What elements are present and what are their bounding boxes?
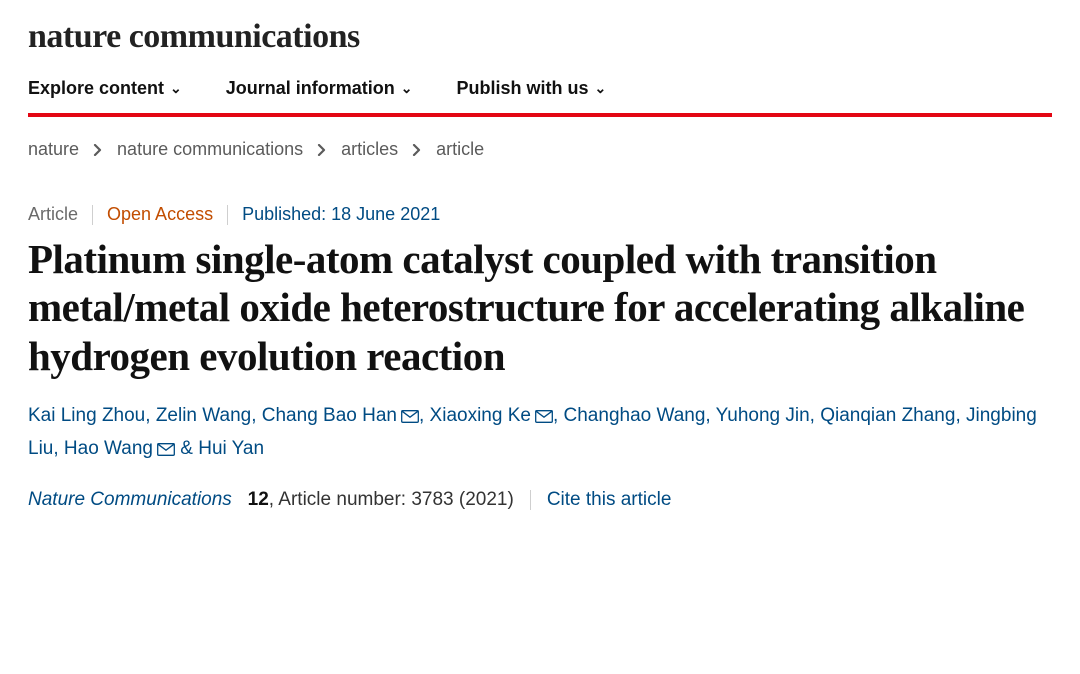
article-title: Platinum single-atom catalyst coupled wi…	[28, 235, 1052, 380]
chevron-right-icon	[317, 144, 327, 156]
mail-icon[interactable]	[535, 402, 553, 433]
cite-this-article-link[interactable]: Cite this article	[547, 489, 672, 511]
author-link[interactable]: Kai Ling Zhou	[28, 405, 145, 426]
citation-volume: 12	[248, 489, 269, 510]
breadcrumb-nature[interactable]: nature	[28, 139, 79, 160]
author-link[interactable]: Xiaoxing Ke	[430, 405, 531, 426]
chevron-down-icon: ⌄	[401, 80, 413, 97]
citation-article-number: , Article number: 3783 (2021)	[269, 489, 514, 510]
breadcrumb-journal[interactable]: nature communications	[117, 139, 303, 160]
nav-publish-with-us[interactable]: Publish with us ⌄	[457, 78, 607, 99]
article-meta: Article Open Access Published: 18 June 2…	[28, 204, 1052, 225]
author-link[interactable]: Zelin Wang	[156, 405, 251, 426]
published-date: Published: 18 June 2021	[242, 204, 440, 225]
chevron-right-icon	[93, 144, 103, 156]
nav-label: Journal information	[226, 78, 395, 99]
divider	[92, 205, 93, 225]
article-type: Article	[28, 204, 78, 225]
author-link[interactable]: Hao Wang	[64, 438, 153, 459]
divider	[227, 205, 228, 225]
author-link[interactable]: Qianqian Zhang	[820, 405, 955, 426]
chevron-down-icon: ⌄	[170, 80, 182, 97]
mail-icon[interactable]	[157, 435, 175, 466]
author-link[interactable]: Chang Bao Han	[262, 405, 397, 426]
nav-label: Publish with us	[457, 78, 589, 99]
journal-name[interactable]: nature communications	[28, 18, 1052, 56]
main-nav: Explore content ⌄ Journal information ⌄ …	[28, 78, 1052, 117]
breadcrumb-articles[interactable]: articles	[341, 139, 398, 160]
nav-journal-information[interactable]: Journal information ⌄	[226, 78, 413, 99]
chevron-right-icon	[412, 144, 422, 156]
breadcrumb-current: article	[436, 139, 484, 160]
nav-label: Explore content	[28, 78, 164, 99]
author-link[interactable]: Hui Yan	[198, 438, 264, 459]
breadcrumb: nature nature communications articles ar…	[28, 139, 1052, 160]
author-list: Kai Ling Zhou, Zelin Wang, Chang Bao Han…	[28, 400, 1052, 467]
open-access-badge: Open Access	[107, 204, 213, 225]
citation-journal[interactable]: Nature Communications	[28, 489, 232, 510]
author-link[interactable]: Yuhong Jin	[716, 405, 810, 426]
chevron-down-icon: ⌄	[595, 80, 607, 97]
divider	[530, 490, 531, 510]
citation-row: Nature Communications 12, Article number…	[28, 489, 1052, 511]
nav-explore-content[interactable]: Explore content ⌄	[28, 78, 182, 99]
author-link[interactable]: Changhao Wang	[564, 405, 706, 426]
mail-icon[interactable]	[401, 402, 419, 433]
